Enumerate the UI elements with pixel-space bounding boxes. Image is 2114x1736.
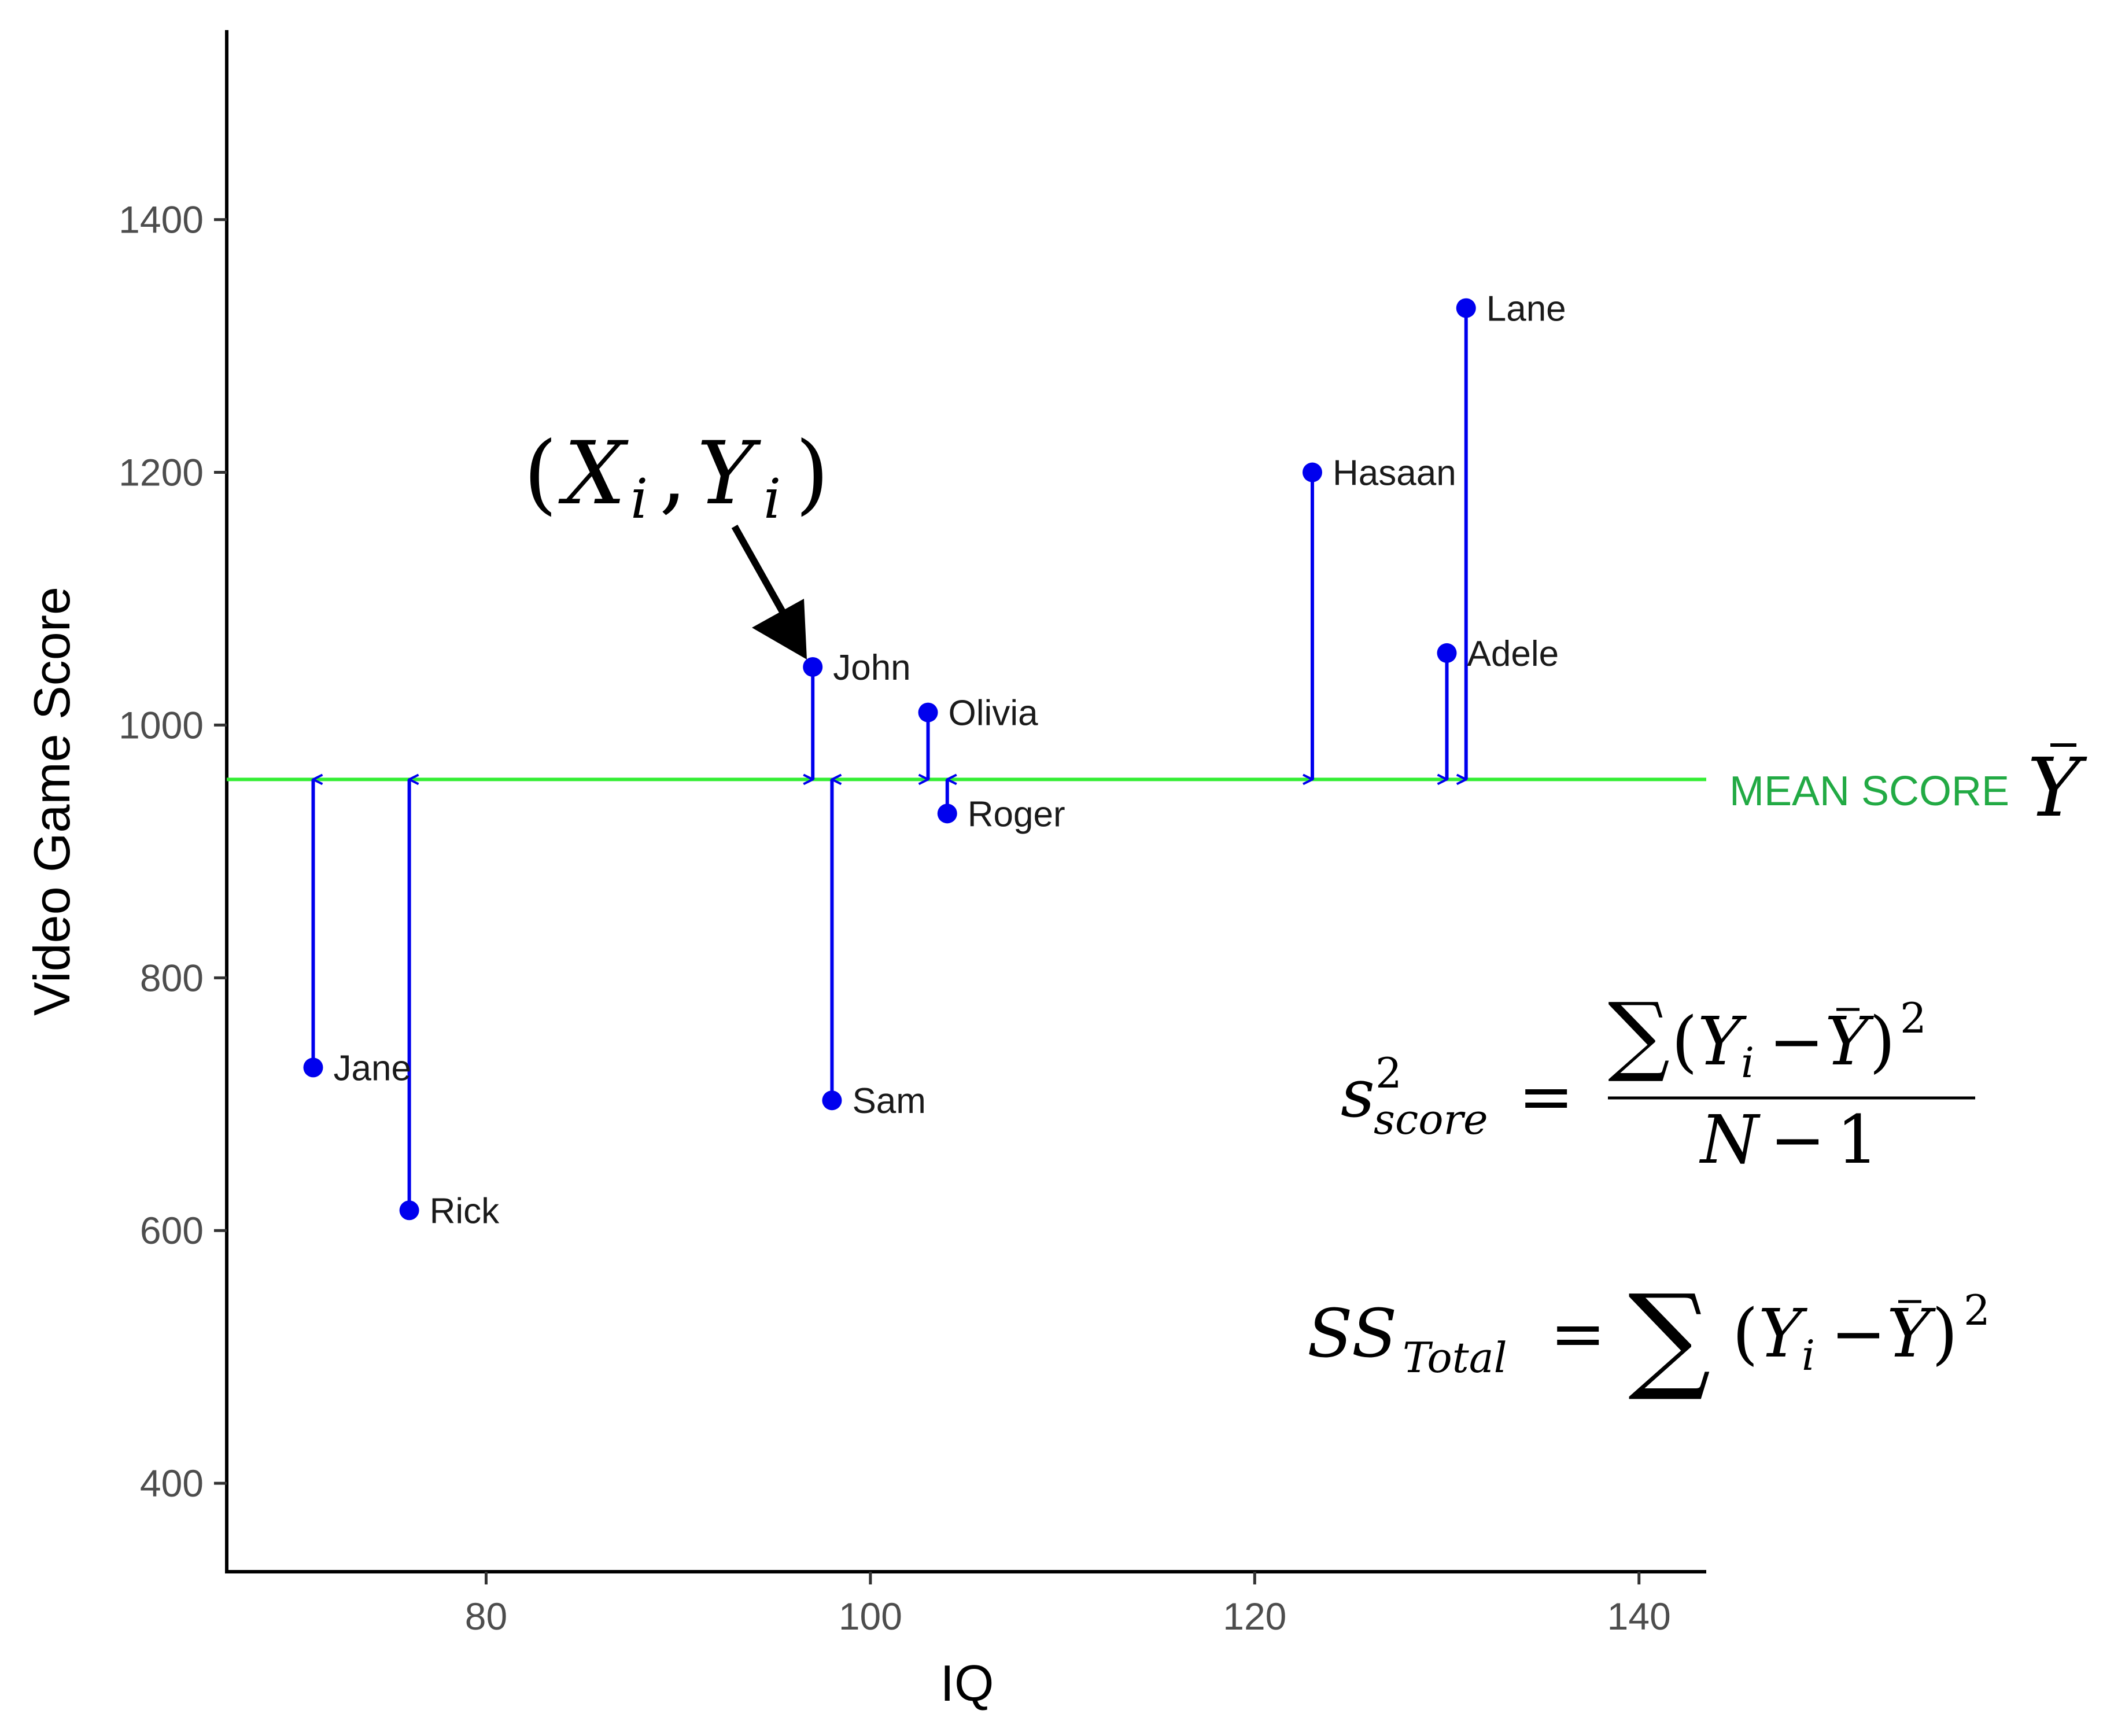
svg-text:X: X [558,423,629,524]
point-label-roger: Roger [968,794,1065,834]
svg-text:SS: SS [1307,1295,1397,1373]
y-tick-label: 1400 [119,198,204,241]
svg-text:Y: Y [2027,741,2087,835]
y-ticks: 400 600 800 1000 1200 1400 [119,198,227,1505]
y-tick-label: 1000 [119,703,204,746]
ss-total-formula: SS Total = ∑ ( Y i − Y ) 2 [1307,1270,1990,1405]
svg-text:Total: Total [1403,1333,1507,1382]
svg-text:=: = [1518,1058,1574,1136]
point-roger [937,804,957,824]
y-tick-label: 600 [140,1209,204,1252]
svg-text:∑: ∑ [1608,985,1670,1085]
svg-text:1: 1 [1836,1101,1879,1179]
point-label-hasaan: Hasaan [1333,454,1456,493]
svg-text:,: , [659,423,687,524]
svg-text:N: N [1699,1101,1761,1179]
svg-text:∑: ∑ [1628,1270,1711,1405]
svg-text:): ) [1869,1003,1895,1081]
point-label-lane: Lane [1486,289,1566,329]
x-ticks: 80 100 120 140 [465,1572,1671,1638]
svg-text:Y: Y [697,423,761,524]
y-tick-label: 400 [140,1462,204,1505]
svg-text:i: i [763,467,781,531]
x-axis-title: IQ [940,1654,994,1712]
point-formula-annotation: ( X i , Y i ) [523,423,829,659]
svg-text:Y: Y [1758,1295,1808,1373]
svg-text:(: ( [523,423,558,524]
svg-text:Y: Y [1825,1003,1875,1081]
svg-text:−: − [1831,1295,1886,1373]
annotation-arrow-shaft [731,525,790,621]
point-label-sam: Sam [852,1081,925,1121]
variance-formula: s 2 score = ∑ ( Y i − Y ) 2 N − 1 [1341,985,1975,1179]
y-tick-label: 1200 [119,451,204,494]
svg-text:s: s [1341,1055,1375,1133]
svg-text:i: i [1741,1038,1754,1087]
data-points [303,298,1476,1221]
mean-line-group: MEAN SCORE Y [227,741,2087,835]
svg-text:2: 2 [1964,1286,1990,1335]
point-label-john: John [833,648,910,688]
point-label-jane: Jane [333,1048,411,1088]
svg-text:i: i [1802,1331,1815,1380]
svg-text:score: score [1374,1095,1488,1144]
mean-label: MEAN SCORE [1729,768,2009,814]
point-lane [1456,298,1476,318]
y-axis-title: Video Game Score [23,587,80,1016]
point-olivia [918,702,938,723]
svg-text:2: 2 [1900,994,1927,1042]
annotation-arrow-head [752,599,807,659]
point-label-adele: Adele [1467,634,1559,674]
svg-text:Y: Y [1698,1003,1747,1081]
deviation-arrows [311,308,1468,1211]
point-sam [822,1090,842,1111]
svg-text:i: i [630,467,648,531]
svg-text:=: = [1550,1295,1606,1373]
x-tick-label: 100 [839,1595,902,1638]
point-labels: Jane Rick John Sam Olivia Roger Hasaan Adele Lan… [333,289,1566,1232]
svg-text:): ) [795,423,829,524]
point-adele [1437,643,1457,663]
point-jane [303,1057,323,1078]
point-label-olivia: Olivia [949,694,1039,734]
svg-text:Y: Y [1887,1295,1936,1373]
svg-text:−: − [1769,1003,1824,1081]
svg-text:): ) [1932,1295,1958,1373]
svg-text:2: 2 [1375,1049,1402,1097]
svg-text:−: − [1770,1101,1825,1179]
svg-text:(: ( [1732,1295,1758,1373]
svg-text:(: ( [1672,1003,1698,1081]
point-rick [399,1200,419,1221]
x-tick-label: 80 [465,1595,507,1638]
point-hasaan [1302,462,1322,482]
y-tick-label: 800 [140,956,204,999]
point-john [803,657,823,677]
x-tick-label: 120 [1223,1595,1286,1638]
x-tick-label: 140 [1607,1595,1671,1638]
y-bar-symbol: Y [2027,741,2087,835]
axes [225,30,1706,1573]
point-label-rick: Rick [430,1191,500,1231]
